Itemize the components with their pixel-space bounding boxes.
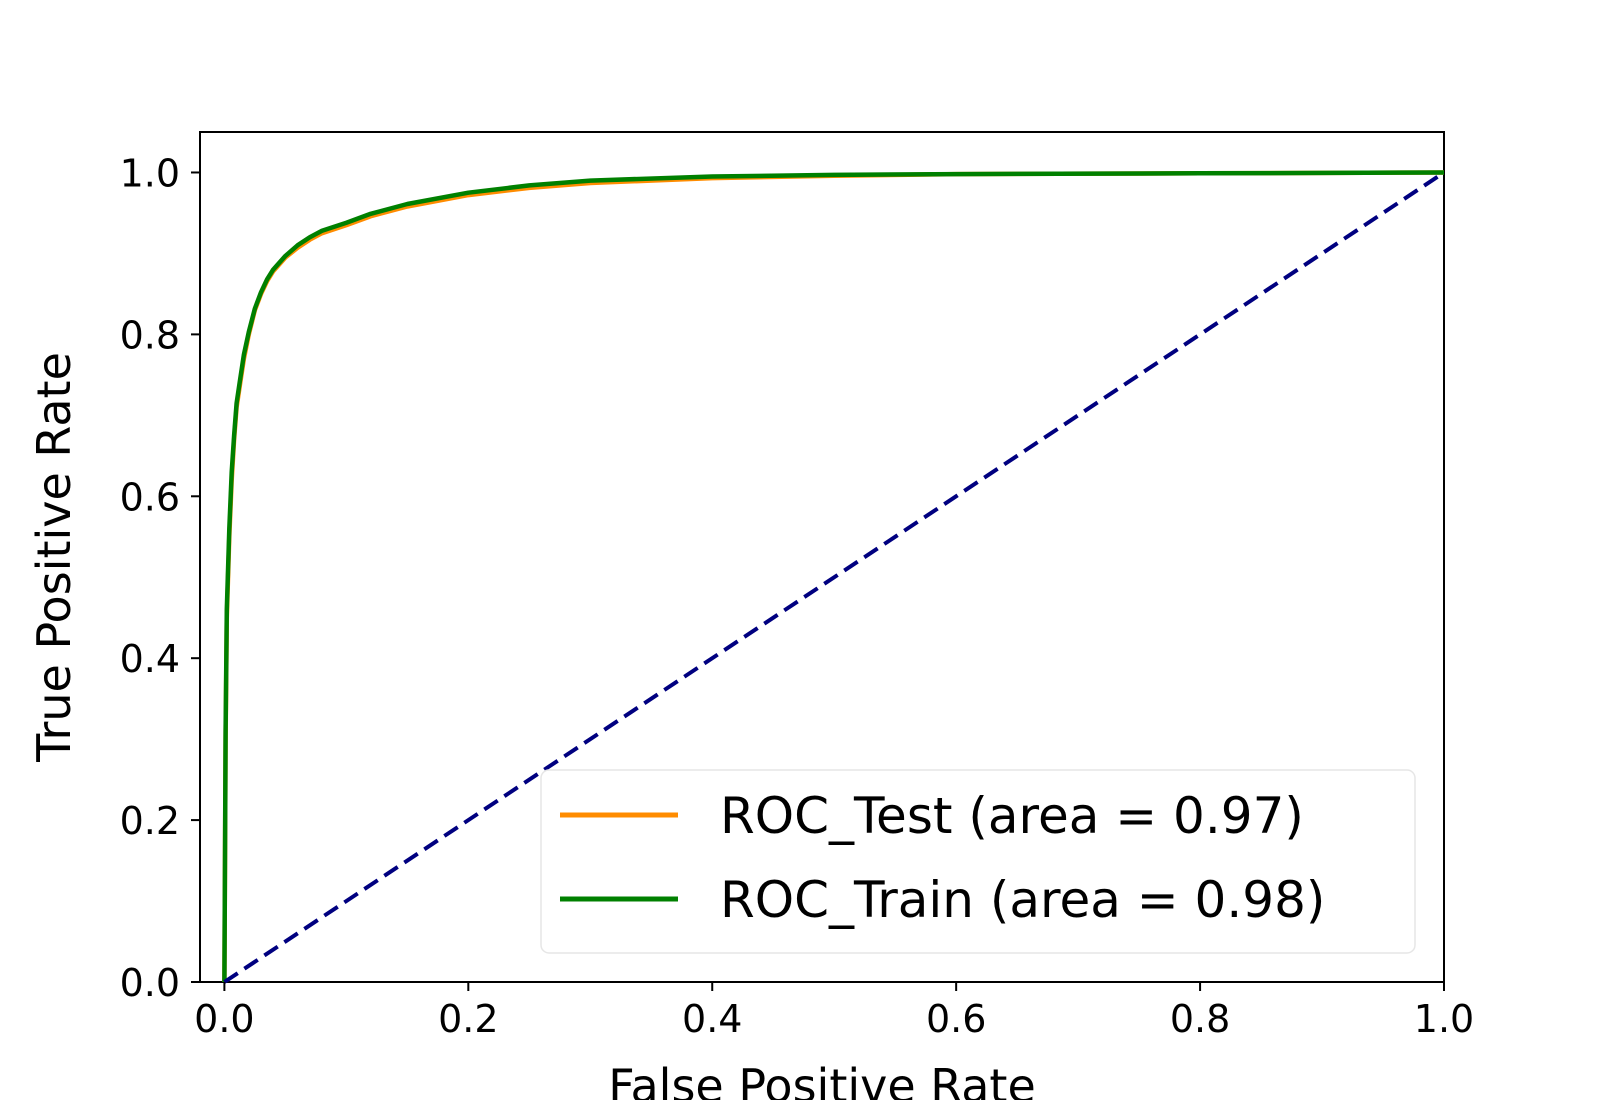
x-tick-label: 0.0 <box>194 997 254 1041</box>
y-tick-label: 0.4 <box>120 637 180 681</box>
x-tick-label: 0.2 <box>438 997 498 1041</box>
y-tick-label: 0.8 <box>120 313 180 357</box>
y-tick-label: 0.2 <box>120 799 180 843</box>
x-tick-label: 1.0 <box>1414 997 1474 1041</box>
x-tick-label: 0.8 <box>1170 997 1230 1041</box>
y-axis-ticks: 0.0 0.2 0.4 0.6 0.8 1.0 <box>120 151 200 1005</box>
legend-box <box>540 769 1416 954</box>
x-axis-ticks: 0.0 0.2 0.4 0.6 0.8 1.0 <box>194 982 1474 1041</box>
series-layer <box>222 170 1446 984</box>
legend: ROC_Test (area = 0.97) ROC_Train (area =… <box>540 769 1416 954</box>
x-tick-label: 0.6 <box>926 997 986 1041</box>
y-axis-label: True Positive Rate <box>27 352 81 763</box>
y-tick-label: 0.6 <box>120 475 180 519</box>
legend-label-roc-train: ROC_Train (area = 0.98) <box>720 871 1325 929</box>
x-tick-label: 0.4 <box>682 997 742 1041</box>
y-tick-label: 0.0 <box>120 961 180 1005</box>
series-line-roc-train-area-0-98 <box>222 170 1445 983</box>
y-tick-label: 1.0 <box>120 151 180 195</box>
series-line-chance <box>223 170 1446 984</box>
legend-label-roc-test: ROC_Test (area = 0.97) <box>720 787 1304 845</box>
x-axis-label: False Positive Rate <box>608 1059 1036 1100</box>
